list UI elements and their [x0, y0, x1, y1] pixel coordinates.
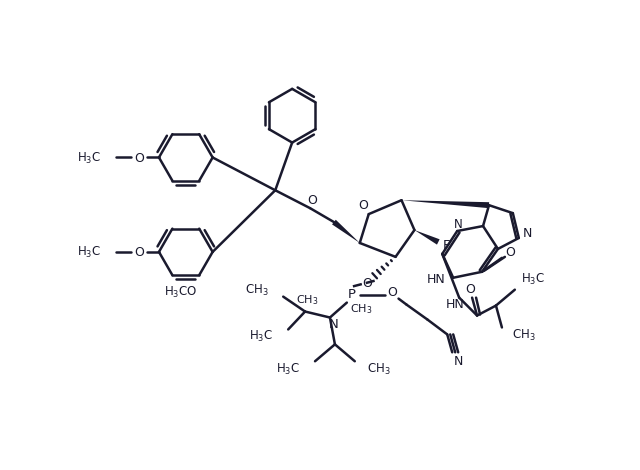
Text: N: N	[454, 355, 463, 368]
Text: H$_3$C: H$_3$C	[249, 329, 273, 344]
Text: O: O	[307, 194, 317, 207]
Text: F: F	[442, 239, 450, 252]
Text: O: O	[362, 277, 372, 290]
Polygon shape	[415, 230, 440, 244]
Text: H$_3$CO: H$_3$CO	[164, 285, 198, 300]
Text: O: O	[134, 246, 144, 259]
Text: HN: HN	[446, 298, 465, 311]
Text: O: O	[388, 286, 397, 299]
Text: CH$_3$: CH$_3$	[350, 303, 372, 316]
Text: O: O	[465, 283, 475, 296]
Text: N: N	[523, 227, 532, 240]
Text: H$_3$C: H$_3$C	[276, 361, 300, 377]
Polygon shape	[401, 200, 489, 208]
Text: P: P	[348, 288, 356, 301]
Text: O: O	[134, 152, 144, 165]
Text: N: N	[454, 218, 463, 231]
Text: H$_3$C: H$_3$C	[521, 272, 545, 287]
Text: CH$_3$: CH$_3$	[296, 293, 318, 306]
Text: CH$_3$: CH$_3$	[244, 283, 268, 298]
Text: H$_3$C: H$_3$C	[77, 245, 101, 260]
Text: O: O	[505, 246, 515, 259]
Text: HN: HN	[427, 273, 445, 286]
Text: H$_3$C: H$_3$C	[77, 151, 101, 166]
Text: O: O	[358, 199, 368, 212]
Text: N: N	[329, 318, 339, 331]
Polygon shape	[332, 220, 360, 243]
Text: CH$_3$: CH$_3$	[512, 328, 536, 343]
Text: CH$_3$: CH$_3$	[367, 361, 390, 377]
